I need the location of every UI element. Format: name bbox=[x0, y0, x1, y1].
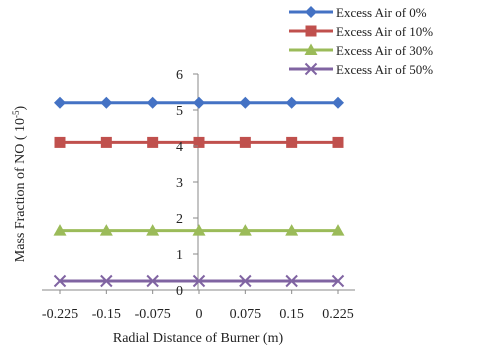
data-point bbox=[239, 96, 252, 109]
data-point bbox=[193, 96, 205, 109]
data-point bbox=[332, 136, 344, 148]
x-axis-title: Radial Distance of Burner (m) bbox=[113, 331, 284, 346]
y-tick-label: 3 bbox=[176, 176, 183, 191]
data-point bbox=[146, 224, 160, 236]
data-point bbox=[147, 136, 159, 148]
legend-label: Excess Air of 10% bbox=[336, 24, 433, 39]
series-1 bbox=[54, 136, 344, 148]
legend: Excess Air of 0% Excess Air of 10% Excess … bbox=[289, 5, 433, 77]
series-2 bbox=[53, 224, 345, 236]
x-tick-label: -0.15 bbox=[92, 307, 121, 322]
ticks: 0 1 2 3 4 5 6 -0.225 -0.15 -0.075 0 0.075 0.15 0.225 bbox=[42, 68, 354, 322]
legend-marker bbox=[304, 43, 318, 55]
data-point bbox=[286, 136, 298, 148]
data-point bbox=[53, 274, 67, 288]
data-point bbox=[54, 136, 66, 148]
data-point bbox=[239, 274, 252, 288]
data-point bbox=[192, 274, 206, 288]
legend-item: Excess Air of 50% bbox=[289, 62, 433, 77]
y-tick-label: 1 bbox=[176, 248, 183, 263]
x-tick-label: 0.15 bbox=[279, 307, 304, 322]
data-point bbox=[285, 274, 298, 288]
data-point bbox=[238, 224, 252, 236]
y-tick-label: 0 bbox=[176, 284, 183, 299]
x-tick-label: 0.225 bbox=[322, 307, 354, 322]
data-point bbox=[100, 136, 112, 148]
data-point bbox=[331, 274, 345, 288]
legend-marker bbox=[305, 25, 317, 37]
legend-label: Excess Air of 0% bbox=[336, 5, 427, 20]
x-tick-label: 0.075 bbox=[230, 307, 262, 322]
y-axis-title: Mass Fraction of NO ( 10-5) bbox=[11, 105, 28, 262]
data-point bbox=[146, 96, 159, 109]
y-tick-label: 6 bbox=[176, 68, 183, 83]
x-tick-label: -0.075 bbox=[135, 307, 171, 322]
series-3 bbox=[53, 274, 345, 288]
series-0 bbox=[54, 96, 344, 109]
x-tick-label: -0.225 bbox=[42, 307, 78, 322]
legend-marker bbox=[304, 62, 318, 76]
series-layer bbox=[53, 96, 345, 288]
data-point bbox=[54, 96, 66, 109]
data-point bbox=[99, 224, 113, 236]
data-point bbox=[53, 224, 67, 236]
legend-marker bbox=[305, 6, 317, 18]
data-point bbox=[193, 136, 205, 148]
legend-label: Excess Air of 30% bbox=[336, 43, 433, 58]
data-point bbox=[100, 96, 113, 109]
legend-item: Excess Air of 0% bbox=[289, 5, 427, 20]
data-point bbox=[100, 274, 113, 288]
y-tick-label: 2 bbox=[176, 212, 183, 227]
legend-item: Excess Air of 10% bbox=[289, 24, 433, 39]
data-point bbox=[146, 274, 159, 288]
data-point bbox=[331, 224, 345, 236]
data-point bbox=[285, 96, 298, 109]
data-point bbox=[239, 136, 251, 148]
data-point bbox=[332, 96, 344, 109]
y-tick-label: 4 bbox=[176, 140, 183, 155]
x-tick-label: 0 bbox=[196, 307, 203, 322]
y-tick-label: 5 bbox=[176, 104, 183, 119]
data-point bbox=[285, 224, 299, 236]
legend-item: Excess Air of 30% bbox=[289, 43, 433, 58]
legend-label: Excess Air of 50% bbox=[336, 62, 433, 77]
data-point bbox=[192, 224, 206, 236]
